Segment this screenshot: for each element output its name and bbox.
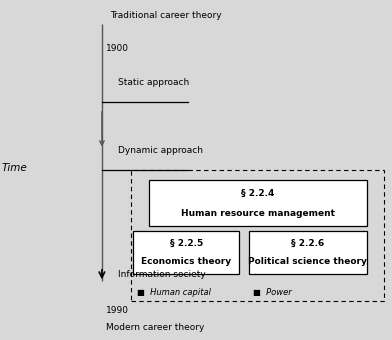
Text: Traditional career theory: Traditional career theory [110,12,221,20]
Text: Political science theory: Political science theory [248,257,367,266]
Text: Dynamic approach: Dynamic approach [118,146,203,155]
Text: Modern career theory: Modern career theory [106,323,204,332]
Text: Information society: Information society [118,270,205,279]
Text: 1900: 1900 [106,44,129,53]
Text: § 2.2.6: § 2.2.6 [291,239,324,248]
Bar [249,231,367,274]
Text: Human resource management: Human resource management [181,209,335,218]
Text: Economics theory: Economics theory [141,257,231,266]
Bar [149,180,367,226]
Bar [133,231,239,274]
Text: § 2.2.4: § 2.2.4 [241,189,274,198]
Text: ■  Human capital: ■ Human capital [137,288,211,297]
Text: Static approach: Static approach [118,78,189,87]
Bar [131,170,384,301]
Text: 1990: 1990 [106,306,129,315]
Text: § 2.2.5: § 2.2.5 [170,239,203,248]
Text: ■  Power: ■ Power [253,288,292,297]
Text: Time: Time [2,163,28,173]
